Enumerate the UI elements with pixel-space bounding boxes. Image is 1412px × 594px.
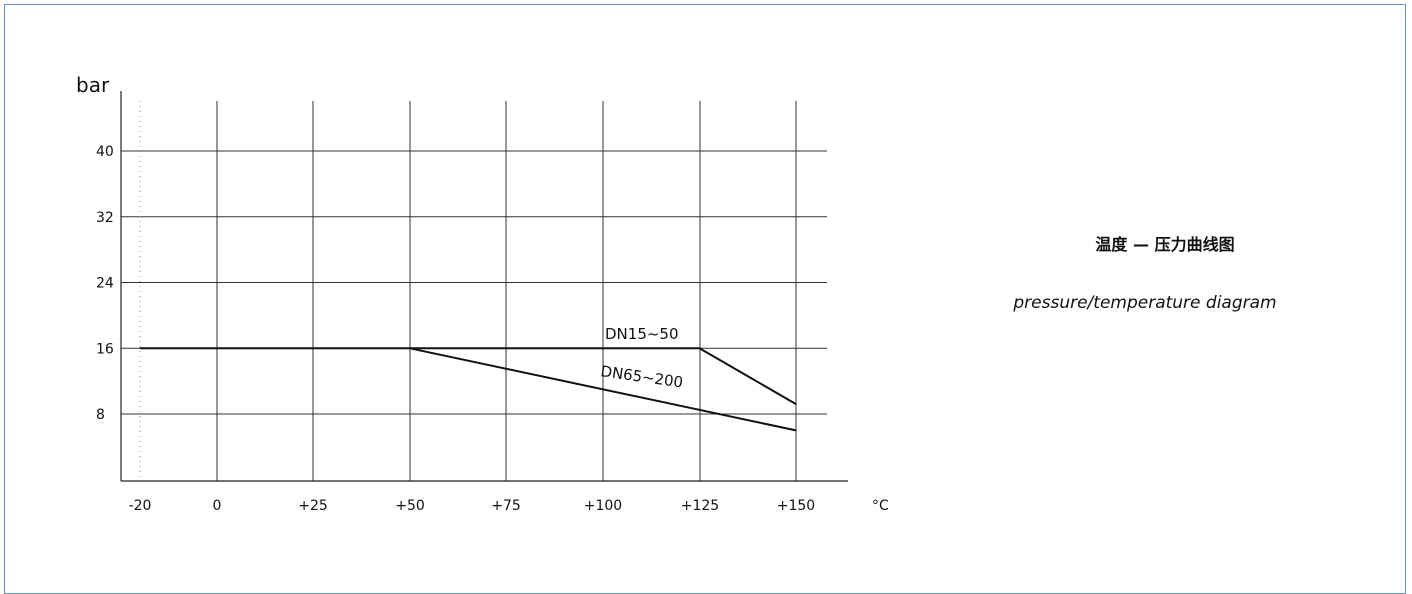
x-axis-title: °C bbox=[872, 498, 889, 514]
y-tick-label: 24 bbox=[96, 276, 114, 292]
x-tick-label: +50 bbox=[395, 498, 425, 514]
labels-layer: 8 16 24 32 40 -20 0 +25 +50 +75 +100 +125 +150 DN15~5… bbox=[96, 144, 815, 514]
series-label-dn65-200: DN65~200 bbox=[599, 362, 684, 391]
x-tick-label: +150 bbox=[777, 498, 815, 514]
grid-layer bbox=[121, 101, 827, 481]
x-tick-label: +125 bbox=[681, 498, 719, 514]
y-tick-label: 16 bbox=[96, 341, 114, 357]
x-tick-label: +25 bbox=[298, 498, 328, 514]
y-tick-label: 32 bbox=[96, 210, 114, 226]
axes-layer bbox=[121, 91, 848, 481]
x-tick-label: +75 bbox=[491, 498, 521, 514]
series-line-0 bbox=[140, 348, 796, 404]
x-tick-label: +100 bbox=[584, 498, 622, 514]
y-tick-label: 8 bbox=[96, 407, 105, 423]
x-tick-label: 0 bbox=[213, 498, 222, 514]
diagram-title-cn: 温度 — 压力曲线图 bbox=[1000, 231, 1330, 255]
x-tick-label: -20 bbox=[129, 498, 152, 514]
y-axis-title: bar bbox=[76, 73, 110, 97]
series-layer bbox=[140, 348, 796, 430]
series-label-dn15-50: DN15~50 bbox=[605, 325, 679, 343]
diagram-title-en: pressure/temperature diagram bbox=[960, 293, 1330, 313]
y-tick-label: 40 bbox=[96, 144, 114, 160]
